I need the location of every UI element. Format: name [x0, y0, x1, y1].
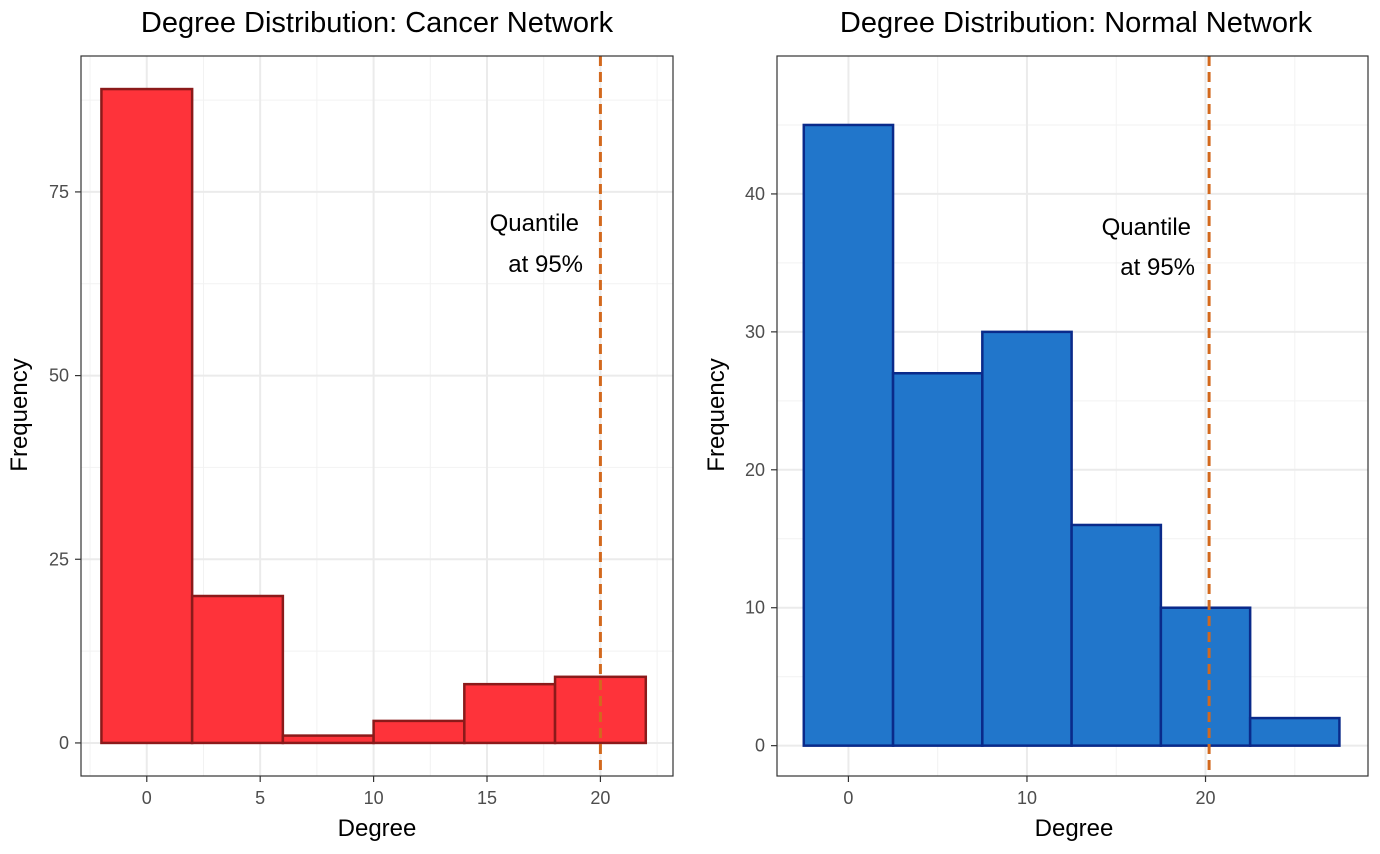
y-tick-label: 0 — [755, 736, 765, 756]
histogram-bar — [802, 123, 895, 747]
y-tick-label: 30 — [745, 322, 765, 342]
x-tick-label: 0 — [142, 788, 152, 808]
x-tick-label: 0 — [843, 788, 853, 808]
y-tick-label: 0 — [59, 733, 69, 753]
chart-title: Degree Distribution: Normal Network — [840, 7, 1313, 39]
histogram-bar — [190, 594, 285, 745]
quantile-annotation: Quantile — [1102, 214, 1191, 241]
quantile-annotation: at 95% — [508, 251, 583, 278]
panel-border — [80, 55, 674, 777]
y-tick-label: 25 — [49, 549, 69, 569]
histogram-bar — [372, 719, 466, 745]
y-tick-label: 75 — [49, 182, 69, 202]
y-tick-label: 20 — [745, 460, 765, 480]
quantile-annotation: Quantile — [490, 210, 579, 237]
histogram-bar — [1248, 716, 1341, 747]
x-tick-label: 20 — [1196, 788, 1216, 808]
x-tick-label: 15 — [477, 788, 497, 808]
chart-normal: Degree Distribution: Normal Network Freq… — [703, 7, 1369, 842]
histogram-bar — [463, 682, 557, 745]
histogram-bar — [281, 734, 375, 745]
panel-border — [776, 55, 1369, 777]
plot-area: Quantile at 95% 0 10 20 0 10 20 30 40 — [745, 55, 1369, 808]
histogram-bar — [981, 330, 1073, 747]
chart-title: Degree Distribution: Cancer Network — [141, 7, 614, 39]
x-tick-label: 5 — [255, 788, 265, 808]
histogram-bar — [891, 371, 984, 747]
x-axis-title: Degree — [1035, 815, 1114, 842]
plot-area: Quantile at 95% 0 5 10 15 20 0 25 50 75 — [49, 55, 674, 808]
x-tick-label: 10 — [364, 788, 384, 808]
x-axis-title: Degree — [338, 815, 417, 842]
histogram-bar — [100, 87, 194, 745]
x-tick-label: 10 — [1017, 788, 1037, 808]
y-tick-label: 40 — [745, 184, 765, 204]
chart-cancer: Degree Distribution: Cancer Network Freq… — [6, 7, 674, 842]
y-axis-title: Frequency — [703, 358, 730, 471]
y-axis-title: Frequency — [6, 358, 33, 471]
histogram-bar — [1159, 606, 1252, 747]
y-tick-label: 10 — [745, 598, 765, 618]
x-tick-label: 20 — [590, 788, 610, 808]
histogram-bar — [1070, 523, 1163, 747]
y-tick-label: 50 — [49, 366, 69, 386]
quantile-annotation: at 95% — [1120, 254, 1195, 281]
